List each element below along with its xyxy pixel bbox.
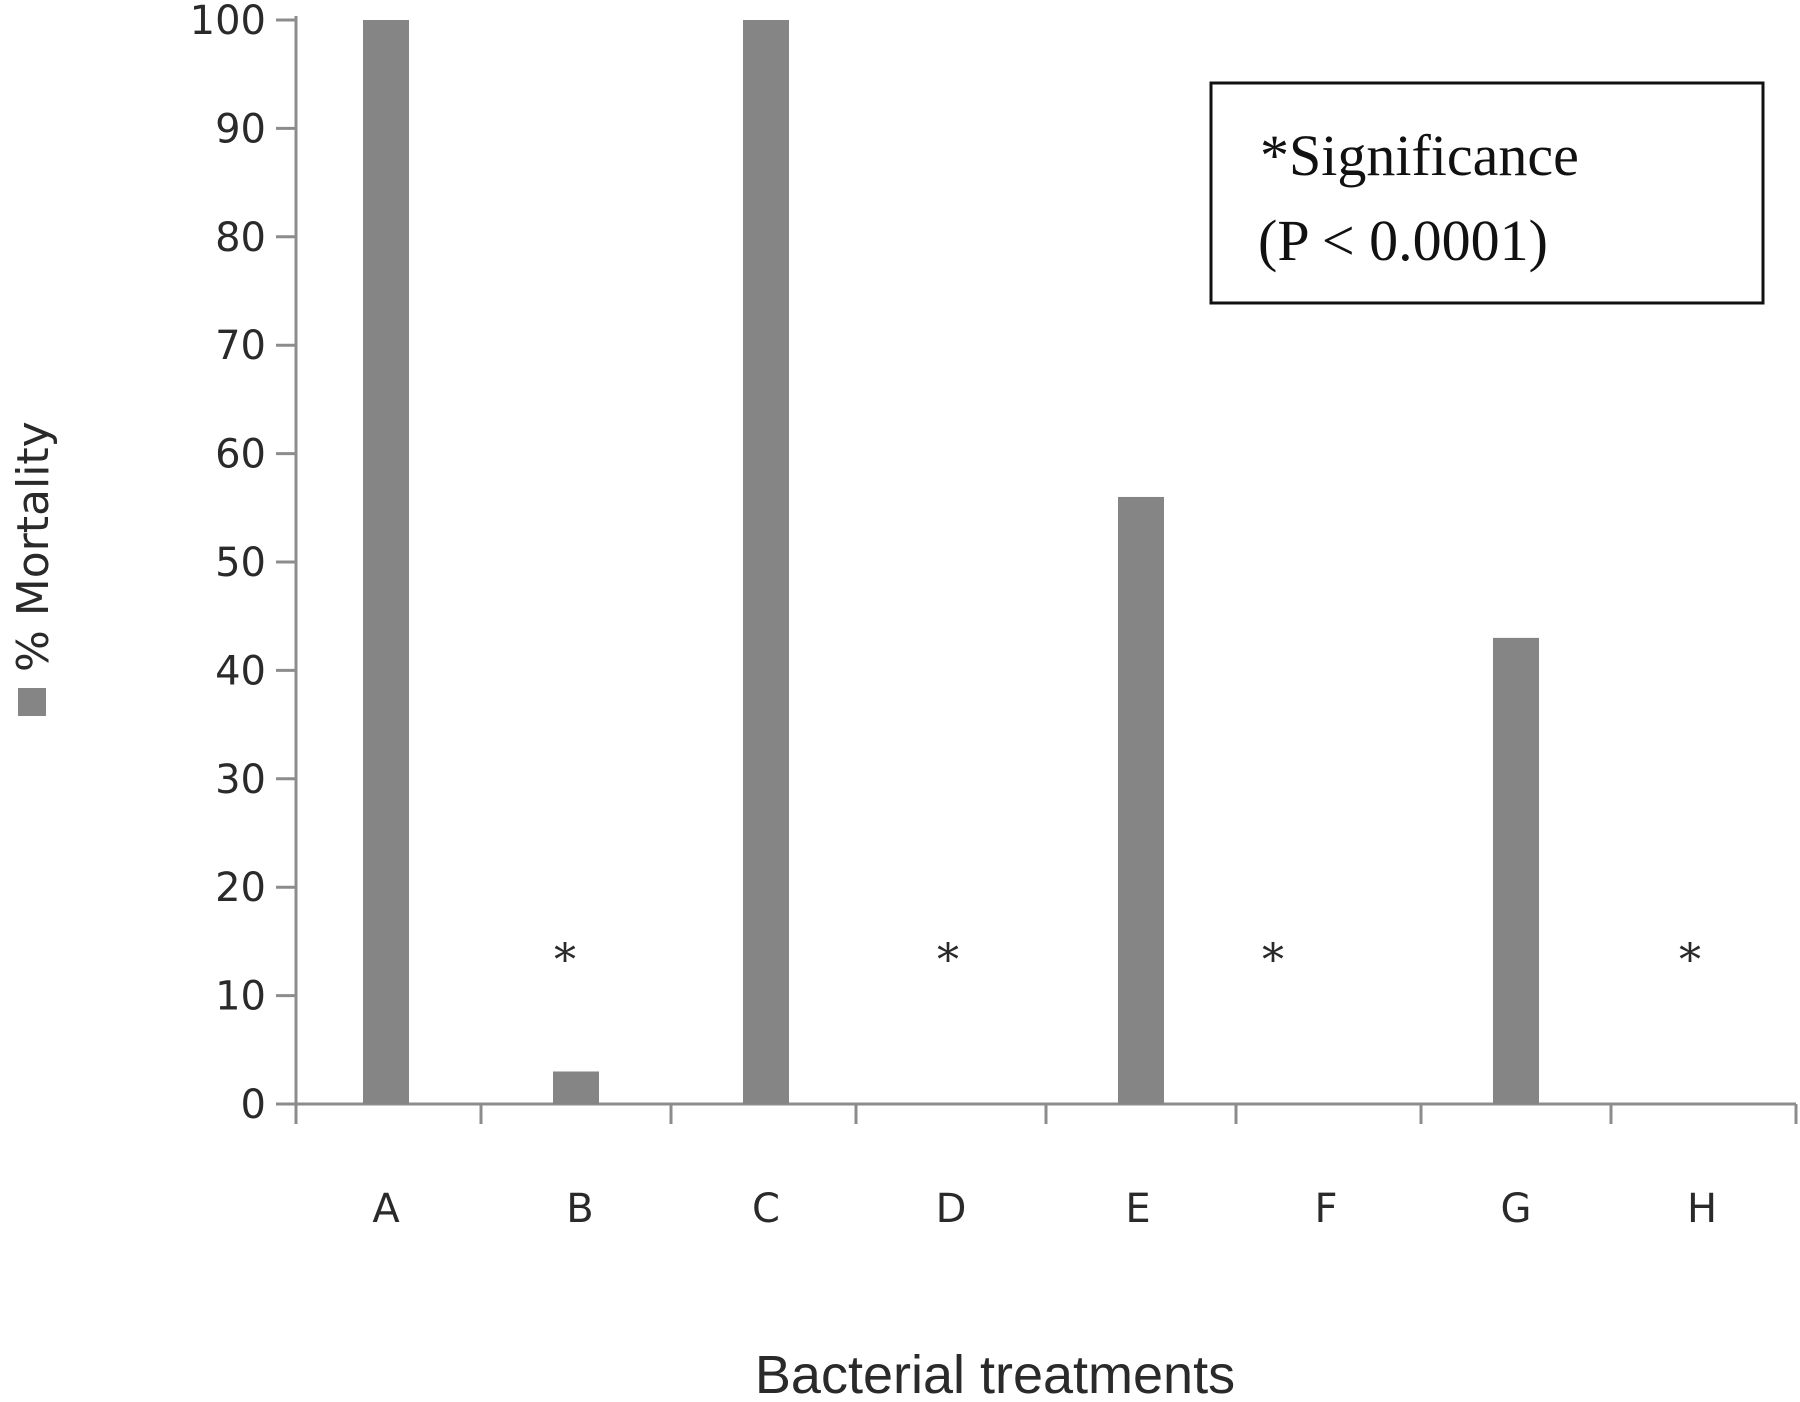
bar	[1118, 496, 1164, 1105]
significance-star: *	[554, 935, 576, 986]
x-axis-title: Bacterial treatments	[755, 1345, 1235, 1402]
y-tick-label: 80	[215, 215, 266, 261]
annotation-border	[1209, 81, 1765, 305]
bar	[553, 1071, 599, 1104]
bars	[363, 20, 1539, 1105]
bar	[743, 20, 789, 1104]
y-axis-legend: % Mortality	[8, 421, 59, 716]
y-axis-title: % Mortality	[8, 421, 59, 672]
significance-star: *	[1262, 935, 1284, 986]
y-axis: 0 10 20 30 40 50 60 70 80 90 100	[190, 0, 298, 1128]
significance-annotation-box: *Significance (P < 0.0001)	[1209, 81, 1765, 305]
annotation-line-1: *Significance	[1260, 123, 1579, 188]
legend-swatch	[18, 688, 46, 716]
x-tick-label: H	[1687, 1186, 1717, 1232]
significance-star: *	[937, 935, 959, 986]
bar	[1493, 637, 1539, 1104]
y-tick-label: 100	[190, 0, 266, 44]
significance-star: *	[1679, 935, 1701, 986]
y-tick-label: 40	[215, 648, 266, 694]
y-tick-label: 10	[215, 974, 266, 1020]
annotation-line-2: (P < 0.0001)	[1258, 208, 1548, 273]
bar	[363, 20, 409, 1104]
significance-markers: * * * *	[554, 935, 1701, 986]
x-tick-label: C	[752, 1186, 780, 1232]
x-tick-label: G	[1501, 1186, 1532, 1232]
y-tick-label: 70	[215, 323, 266, 369]
x-tick-label: D	[936, 1186, 967, 1232]
x-tick-label: B	[566, 1186, 593, 1232]
x-tick-label: A	[372, 1186, 400, 1232]
x-tick-label: E	[1125, 1186, 1150, 1232]
x-tick-label: F	[1314, 1186, 1337, 1232]
y-tick-label: 30	[215, 757, 266, 803]
x-axis: A B C D E F G H	[294, 1102, 1798, 1232]
y-tick-label: 50	[215, 540, 266, 586]
y-tick-label: 20	[215, 865, 266, 911]
y-tick-label: 60	[215, 432, 266, 478]
y-tick-label: 0	[241, 1082, 266, 1128]
y-tick-label: 90	[215, 106, 266, 152]
